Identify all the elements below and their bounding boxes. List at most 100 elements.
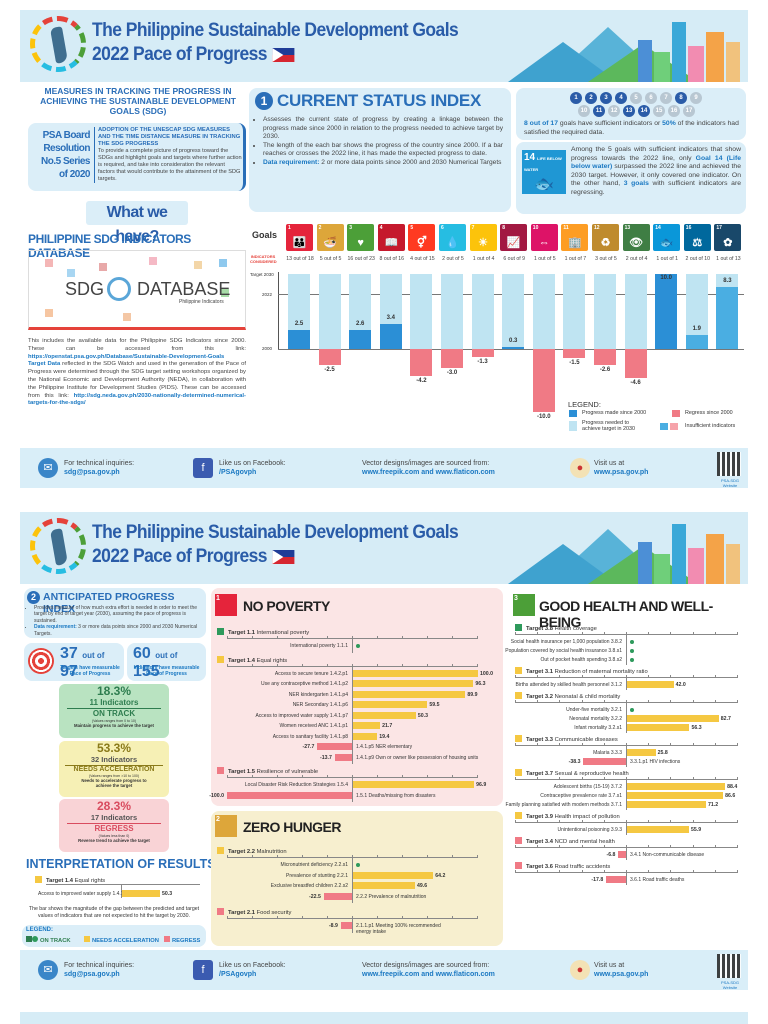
- email-link[interactable]: sdg@psa.gov.ph: [64, 971, 120, 978]
- psa-website-link[interactable]: www.psa.gov.ph: [594, 469, 649, 476]
- on-track-dot-icon: [630, 658, 634, 662]
- vector-sources-link[interactable]: www.freepik.com and www.flaticon.com: [362, 971, 495, 978]
- on-track-box: 18.3% 11 Indicators ON TRACK (Values ran…: [59, 684, 169, 738]
- gap-value: 82.7: [720, 716, 731, 722]
- gap-value: 21.7: [382, 723, 393, 729]
- bar-value-goal-5: [410, 349, 433, 376]
- gap-value: 96.3: [475, 681, 486, 687]
- indicator-label: Access to sanitary facility 1.4.1.p8: [272, 733, 348, 740]
- database-title: PHILIPPINE SDG INDICATORS DATABASE: [28, 232, 191, 260]
- goal-tile-14: 14 🐟: [653, 224, 681, 251]
- zero-hunger-heading: ZERO HUNGER: [243, 819, 341, 835]
- regress-value: -13.7: [320, 754, 332, 761]
- goal-10-icon: ⇔: [538, 237, 550, 249]
- target-heading: Target 2.2 Malnutrition: [217, 847, 287, 855]
- indicators-considered-label: 5 out of 5: [319, 256, 342, 262]
- goal-14-icon: 🐟: [659, 237, 674, 249]
- goal-8-icon: 📈: [506, 237, 521, 249]
- gap-bar: [627, 724, 690, 731]
- email-link[interactable]: sdg@psa.gov.ph: [64, 469, 120, 476]
- goal-13-icon: 👁: [629, 237, 644, 249]
- regress-value: -8.9: [328, 923, 338, 929]
- indicators-considered-label: 8 out of 16: [379, 256, 405, 262]
- goal-dot-11: 11: [593, 105, 605, 117]
- indicators-considered-label: 4 out of 15: [410, 256, 435, 262]
- bar-needed-goal-7: [471, 274, 494, 349]
- legend-progress-swatch: [569, 410, 577, 417]
- indicator-label: 3.4.1 Non-communicable disease: [630, 852, 705, 858]
- goal-tile-7: 7 ☀: [469, 224, 497, 251]
- qr-code-icon[interactable]: [717, 452, 741, 476]
- goal-dot-12: 12: [608, 105, 620, 117]
- target-heading: Target 1.5 Resilience of vulnerable: [217, 767, 318, 775]
- bar-value-goal-3: [349, 329, 372, 349]
- resolution-label: PSA Board Resolution No.5 Series of 2020: [41, 130, 90, 180]
- gap-value: 64.2: [435, 872, 446, 879]
- bar-value-goal-11: [563, 349, 586, 359]
- neda-targets-link[interactable]: http://sdg.neda.gov.ph/2030-nationally-d…: [28, 392, 246, 407]
- interpretation-heading: INTERPRETATION OF RESULTS: [26, 857, 216, 871]
- regress-value: -38.3: [568, 759, 581, 765]
- goal-dot-15: 15: [653, 105, 665, 117]
- philippine-flag-icon: [272, 549, 295, 564]
- target-heading: Target 1.4 Equal rights: [217, 655, 287, 664]
- bar-value-goal-7: [471, 349, 494, 358]
- landscape-illustration-icon: [488, 10, 748, 82]
- bar-value-label: -2.6: [599, 367, 611, 374]
- goal-tile-11: 11 🏢: [561, 224, 589, 251]
- psa-seal-icon: ●: [570, 458, 590, 478]
- indicators-considered-label: 1 out of 5: [533, 256, 556, 262]
- indicator-label: Unintentional poisoning 3.9.3: [557, 827, 623, 833]
- goal-3-icon: ♥: [357, 237, 364, 249]
- indicator-label: Births attended by skilled health person…: [515, 682, 622, 688]
- regress-bar: [317, 743, 352, 750]
- goal-dot-4: 4: [615, 92, 627, 104]
- indicator-label: 3.3.1.p1 HIV infections: [630, 759, 681, 765]
- goals-axis-label: Goals: [252, 230, 278, 240]
- target-heading: Target 3.8 Health coverage: [515, 624, 597, 632]
- facebook-link[interactable]: /PSAgovph: [219, 469, 257, 476]
- goal-dot-2: 2: [585, 92, 597, 104]
- openstat-link[interactable]: https://openstat.psa.gov.ph/Database/Sus…: [28, 353, 225, 360]
- database-icon: [107, 277, 131, 301]
- bar-value-goal-17: [716, 286, 739, 349]
- facebook-link[interactable]: /PSAgovph: [219, 971, 257, 978]
- goal-16-icon: ⚖: [692, 237, 703, 249]
- on-track-dot-icon: [630, 649, 634, 653]
- indicator-label: Out of pocket health spending 3.8.s2: [540, 657, 622, 663]
- goal-tile-1: 1 👪: [286, 224, 313, 251]
- gap-bar: [353, 680, 474, 687]
- measures-heading: MEASURES IN TRACKING THE PROGRESS IN ACH…: [40, 86, 236, 116]
- goal-4-icon: 📖: [384, 237, 399, 249]
- line-2000: [278, 349, 744, 350]
- gap-value: 42.0: [675, 682, 686, 688]
- good-health-heading: GOOD HEALTH AND WELL-BEING: [539, 598, 713, 630]
- vector-sources-link[interactable]: www.freepik.com and www.flaticon.com: [362, 469, 495, 476]
- indicators-considered-label: 2 out of 10: [685, 256, 711, 262]
- bar-value-goal-10: [532, 349, 555, 413]
- gap-bar: [353, 711, 416, 719]
- gap-bar: [353, 781, 475, 788]
- indicators-considered-label: 3 out of 5: [595, 256, 617, 262]
- indicator-label: NER kindergarten 1.4.1.p4: [288, 691, 348, 698]
- gap-bar: [353, 669, 478, 677]
- target-heading: Target 3.3 Communicable diseases: [515, 735, 618, 743]
- goal-1-icon: 👪: [292, 237, 307, 249]
- gap-value: 71.2: [708, 802, 719, 808]
- goal14-tile: 14 LIFE BELOW WATER 🐟: [522, 150, 566, 194]
- good-health-panel: 3 GOOD HEALTH AND WELL-BEING Target 3.8 …: [505, 588, 748, 946]
- qr-code-icon[interactable]: [717, 954, 741, 978]
- gap-value: 89.9: [467, 691, 478, 698]
- gap-bar: [627, 681, 674, 688]
- target-heading: Target 3.6 Road traffic accidents: [515, 862, 610, 870]
- goal-dot-3: 3: [600, 92, 612, 104]
- psa-website-link[interactable]: www.psa.gov.ph: [594, 971, 649, 978]
- gap-bar: [627, 783, 726, 790]
- bar-value-goal-4: [379, 323, 402, 349]
- indicator-label: 2.1.1.p1 Meeting 100% recommended energy…: [356, 923, 441, 935]
- gap-value: 55.9: [691, 827, 702, 833]
- on-track-dot-icon: [356, 644, 360, 648]
- indicators-considered-label: 16 out of 23: [347, 256, 375, 262]
- banner-subtitle: 2022 Pace of Progress: [92, 44, 295, 66]
- indicator-label: 1.4.1.p5 NER elementary: [356, 744, 413, 750]
